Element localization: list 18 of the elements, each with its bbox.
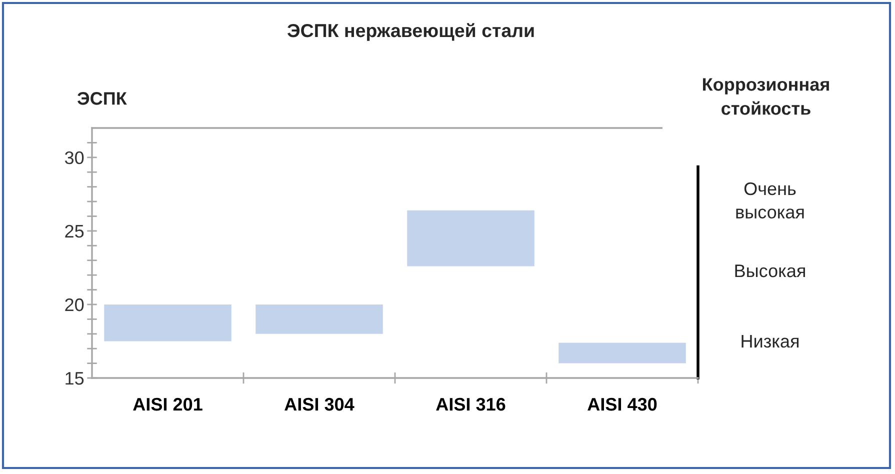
bar: [256, 304, 383, 334]
x-tick-label: AISI 201: [133, 398, 202, 411]
text: Очень высокая: [736, 182, 804, 218]
bar: [558, 342, 686, 364]
chart-title: ЭСПК нержавеющей стали: [287, 23, 534, 41]
y-tick-label: 15: [66, 372, 84, 385]
x-tick-label: AISI 430: [588, 398, 657, 411]
x-tick-label: AISI 304: [284, 398, 354, 411]
y-tick-label: 30: [64, 151, 84, 164]
bar: [104, 304, 232, 342]
y-tick-label: 25: [65, 224, 84, 238]
y-tick-label: 20: [65, 298, 84, 312]
text: Низкая: [742, 335, 799, 348]
text: Высокая: [735, 264, 805, 278]
bar: [407, 210, 534, 266]
y2-axis-title: Коррозионная стойкость: [703, 78, 829, 115]
y-axis-title: ЭСПК: [77, 92, 127, 105]
x-tick-label: AISI 316: [436, 398, 506, 411]
